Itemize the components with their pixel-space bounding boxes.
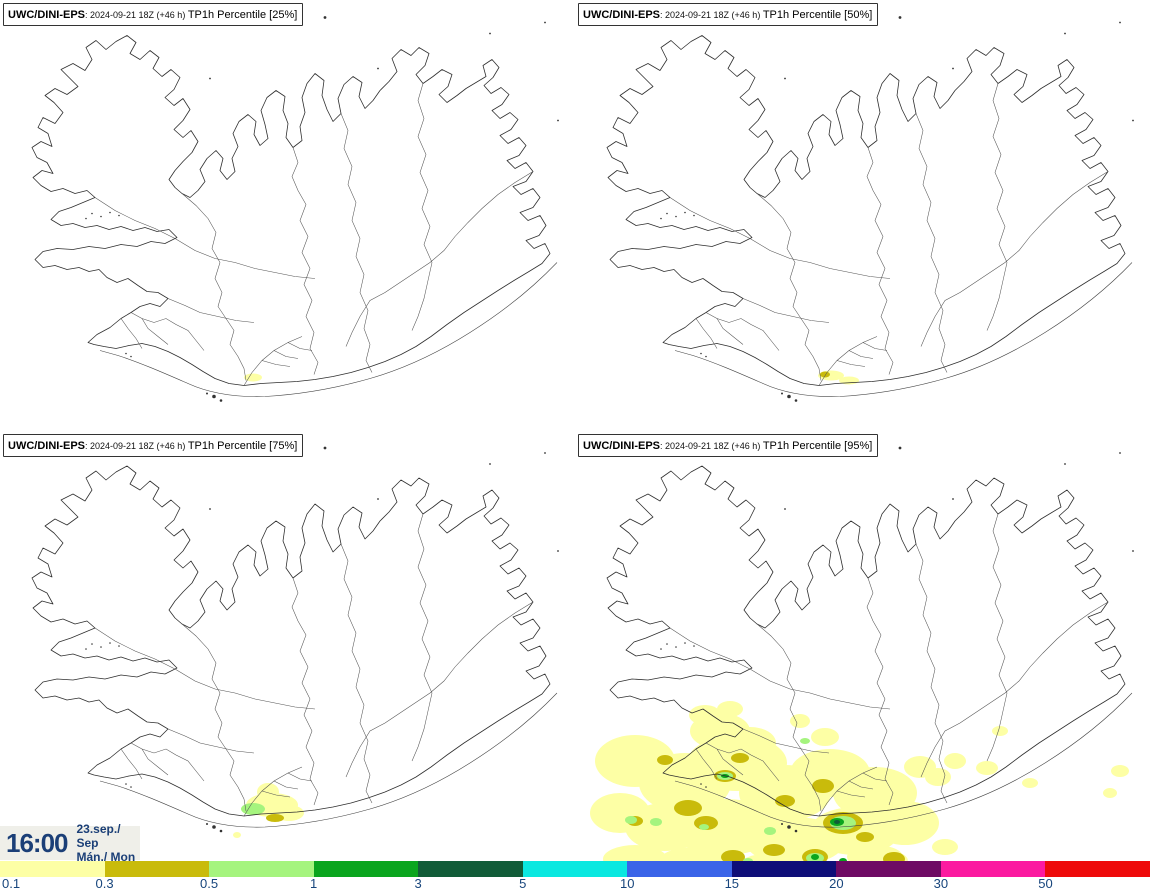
precip-blob — [883, 852, 905, 861]
precip-blob — [839, 858, 847, 861]
colorbar-label: 30 — [933, 876, 949, 891]
map-panel-75: UWC/DINI-EPS: 2024-09-21 18Z (+46 h) TP1… — [0, 431, 575, 861]
colorbar-label: 50 — [1038, 876, 1053, 891]
iceland-map-75 — [31, 446, 560, 838]
map-panel-50: UWC/DINI-EPS: 2024-09-21 18Z (+46 h) TP1… — [575, 0, 1150, 431]
model-label: UWC/DINI-EPS — [8, 440, 85, 452]
timestamp: 16:00 23.sep./ Sep Mán./ Mon — [0, 822, 140, 864]
run-label: : 2024-09-21 18Z (+46 h) — [85, 441, 188, 451]
precip-blob — [925, 768, 951, 786]
param-label: TP1h Percentile [50%] — [762, 9, 873, 21]
precip-blob — [241, 803, 265, 815]
colorbar-segment — [418, 861, 523, 877]
colorbar-label: 0.5 — [200, 876, 219, 891]
timestamp-day: Mán./ Mon — [76, 850, 136, 865]
precip-blob — [244, 373, 262, 382]
precip-blob — [812, 779, 834, 793]
precip-blob — [811, 854, 819, 860]
precip-blob — [266, 814, 284, 822]
colorbar-segment — [836, 861, 941, 877]
colorbar-label: 0.1 — [2, 876, 21, 891]
panel-grid: UWC/DINI-EPS: 2024-09-21 18Z (+46 h) TP1… — [0, 0, 1150, 861]
precip-blob — [763, 844, 785, 856]
precip-blob — [871, 801, 939, 845]
colorbar-segment — [940, 861, 1046, 877]
precip-blob — [590, 793, 650, 833]
run-label: : 2024-09-21 18Z (+46 h) — [660, 10, 763, 20]
precip-blob — [834, 820, 840, 824]
precip-blob — [992, 726, 1008, 736]
precip-blob — [721, 850, 745, 861]
colorbar-segment — [209, 861, 314, 877]
colorbar-segment — [1045, 861, 1150, 877]
precip-blob — [932, 839, 958, 855]
param-label: TP1h Percentile [95%] — [762, 440, 873, 452]
map-panel-25: UWC/DINI-EPS: 2024-09-21 18Z (+46 h) TP1… — [0, 0, 575, 431]
colorbar-labels: 0.1 0.3 0.5 1 3 5 10 15 20 30 50 — [0, 876, 1150, 891]
precip-blob — [976, 761, 998, 775]
precip-blob — [741, 853, 809, 861]
precip-blob — [699, 824, 709, 830]
colorbar-label: 0.3 — [95, 876, 114, 891]
colorbar-label: 10 — [620, 876, 635, 891]
timestamp-date-block: 23.sep./ Sep Mán./ Mon — [77, 822, 141, 864]
panel-title-50: UWC/DINI-EPS: 2024-09-21 18Z (+46 h) TP1… — [578, 3, 879, 26]
colorbar-segment — [104, 861, 210, 877]
timestamp-date: 23.sep./ Sep — [76, 821, 121, 850]
precip-blob — [800, 738, 810, 744]
model-label: UWC/DINI-EPS — [583, 9, 660, 21]
precip-blob — [811, 728, 839, 746]
run-label: : 2024-09-21 18Z (+46 h) — [660, 441, 763, 451]
precip-blob — [650, 818, 662, 826]
precip-blob — [603, 845, 667, 861]
colorbar-label: 15 — [724, 876, 740, 891]
timestamp-time: 16:00 — [6, 828, 68, 858]
param-label: TP1h Percentile [75%] — [187, 440, 298, 452]
precip-blob — [731, 753, 749, 763]
colorbar-segment — [522, 861, 628, 877]
precip-blob — [659, 847, 731, 861]
precip-blob — [674, 800, 702, 816]
precip-blob — [764, 827, 776, 835]
precip-blob — [790, 714, 810, 728]
precip-overlay-75 — [233, 783, 304, 838]
panel-title-95: UWC/DINI-EPS: 2024-09-21 18Z (+46 h) TP1… — [578, 434, 879, 457]
precip-blob — [1103, 788, 1117, 798]
map-panel-95: UWC/DINI-EPS: 2024-09-21 18Z (+46 h) TP1… — [575, 431, 1150, 861]
precip-blob — [856, 832, 874, 842]
precip-blob — [657, 755, 673, 765]
colorbar-segment — [313, 861, 419, 877]
colorbar-label: 3 — [414, 876, 422, 891]
precip-blob — [743, 858, 753, 861]
model-label: UWC/DINI-EPS — [8, 9, 85, 21]
precip-blob — [233, 832, 241, 838]
panel-title-75: UWC/DINI-EPS: 2024-09-21 18Z (+46 h) TP1… — [3, 434, 304, 457]
precip-overlay-25 — [244, 373, 262, 382]
precip-blob — [775, 795, 795, 807]
precip-blob — [820, 371, 830, 378]
model-label: UWC/DINI-EPS — [583, 440, 660, 452]
precip-blob — [689, 705, 721, 725]
precip-blob — [1022, 778, 1038, 788]
precip-blob — [1111, 765, 1129, 777]
precip-blob — [257, 783, 279, 801]
colorbar-segment — [731, 861, 837, 877]
precip-overlay-95 — [590, 701, 1129, 861]
iceland-map-95 — [590, 446, 1135, 861]
precip-blob — [625, 816, 637, 824]
colorbar: 0.1 0.3 0.5 1 3 5 10 15 20 30 50 — [0, 861, 1150, 891]
precip-blob — [717, 701, 743, 717]
iceland-map-50 — [606, 15, 1135, 403]
colorbar-segment — [0, 861, 105, 877]
colorbar-segments — [0, 861, 1150, 877]
run-label: : 2024-09-21 18Z (+46 h) — [85, 10, 188, 20]
colorbar-label: 20 — [829, 876, 844, 891]
panel-title-25: UWC/DINI-EPS: 2024-09-21 18Z (+46 h) TP1… — [3, 3, 304, 26]
iceland-map-25 — [31, 15, 560, 403]
precip-blob — [944, 753, 966, 769]
param-label: TP1h Percentile [25%] — [187, 9, 298, 21]
colorbar-label: 5 — [519, 876, 527, 891]
colorbar-segment — [627, 861, 732, 877]
colorbar-label: 1 — [310, 876, 318, 891]
